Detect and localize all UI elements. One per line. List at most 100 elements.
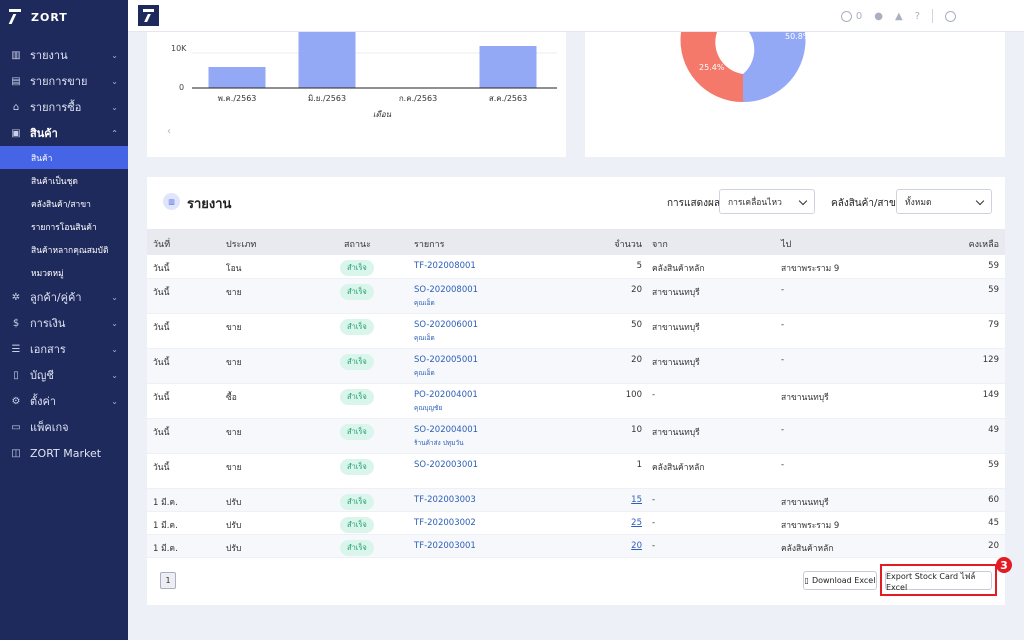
page-button[interactable]: 1 [160,572,176,589]
cell-balance: 59 [988,261,999,271]
table-row[interactable]: 1 มี.ค. ปรับ สำเร็จ TF-202003002 25- สาขาพระร… [147,512,1005,535]
document-link[interactable]: TF-202003003 [414,495,476,505]
cell-from: คลังสินค้าหลัก [652,264,705,274]
table-row[interactable]: 1 มี.ค. ปรับ สำเร็จ TF-202003001 20- คลังสินค… [147,535,1005,558]
cell-from: สาขานนทบุรี [652,358,700,368]
table-row[interactable]: วันนี้ โอน สำเร็จ TF-202008001 5 คลังสินค้าหล… [147,255,1005,279]
download-excel-button[interactable]: ▯ Download Excel [803,571,877,590]
x-tick-label: ส.ค./2563 [488,94,528,103]
briefcase-icon: ▭ [11,421,21,433]
sidebar-subitem-variants[interactable]: สินค้าหลากคุณสมบัติ [31,245,109,256]
cell-qty[interactable]: 20 [631,541,642,551]
table-row[interactable]: 1 มี.ค. ปรับ สำเร็จ TF-202003003 15- สาขานนทบ… [147,489,1005,512]
sidebar-item-package[interactable]: ▭ แพ็คเกจ [0,414,128,440]
sidebar-item-market[interactable]: ◫ ZORT Market [0,440,128,466]
sidebar-item-accounting[interactable]: ▯ บัญชี ⌄ [0,362,128,388]
chevron-left-icon[interactable]: ‹ [167,126,171,137]
status-badge: สำเร็จ [340,354,374,370]
sidebar-subitem-products[interactable]: สินค้า [0,146,128,169]
document-link[interactable]: SO-202003001 [414,460,479,470]
y-tick-label: 0 [179,83,185,92]
status-badge: สำเร็จ [340,459,374,475]
help-icon[interactable]: ? [914,10,920,22]
logo[interactable]: ZORT [0,0,128,34]
sidebar-subitem-categories[interactable]: หมวดหมู่ [31,268,64,279]
status-badge: สำเร็จ [340,284,374,300]
account-icon[interactable] [945,10,956,22]
cell-to: - [781,425,785,435]
credit-indicator[interactable]: 0 [840,10,862,22]
sidebar-item-purchases[interactable]: ⌂ รายการซื้อ ⌄ [0,94,128,120]
x-tick-label: มิ.ย./2563 [307,94,347,103]
display-select[interactable]: การเคลื่อนไหว [719,189,815,214]
cell-date: วันนี้ [153,323,170,333]
report-card: ▥ รายงาน การแสดงผล การเคลื่อนไหว คลังสิน… [147,177,1005,605]
file-icon: ▯ [804,576,809,585]
document-link[interactable]: PO-202004001 [414,390,478,400]
x-tick-label: พ.ค./2563 [217,94,257,103]
cell-qty[interactable]: 15 [631,495,642,505]
sidebar-item-sales[interactable]: ▤ รายการขาย ⌄ [0,68,128,94]
table-row[interactable]: วันนี้ ขาย สำเร็จ SO-202008001 คุณเอ็ด 20 สาขา… [147,279,1005,314]
bell-icon[interactable]: ▲ [894,10,903,22]
status-badge: สำเร็จ [340,389,374,405]
user-icon[interactable]: ● [874,10,883,22]
cell-date: วันนี้ [153,428,170,438]
cell-type: ขาย [226,323,242,333]
document-link[interactable]: SO-202005001 [414,355,479,365]
topbar-icons: 0 ● ▲ ? [840,9,956,23]
export-stock-card-button[interactable]: Export Stock Card ไฟล์ Excel [885,571,992,592]
pie-slice-red [680,32,743,103]
sidebar-subitem-warehouses[interactable]: คลังสินค้า/สาขา [31,199,91,210]
users-icon: ✲ [11,291,21,303]
document-link[interactable]: SO-202004001 [414,425,479,435]
y-tick-label: 10K [171,44,187,53]
document-link[interactable]: TF-202003001 [414,541,476,551]
cell-qty[interactable]: 25 [631,518,642,528]
document-link[interactable]: SO-202008001 [414,285,479,295]
contact-link[interactable]: คุณเอ็ด [414,299,435,307]
cell-type: ปรับ [226,498,242,508]
bar-3 [479,46,537,88]
sidebar-item-finance[interactable]: $ การเงิน ⌄ [0,310,128,336]
contact-link[interactable]: ร้านค้าส่ง ปทุมวัน [414,439,464,447]
sales-chart-card: 10K 0 พ.ค./2563 มิ.ย./2563 ก.ค./2563 ส.ค… [147,32,566,157]
cell-to: - [781,285,785,295]
sidebar-item-documents[interactable]: ☰ เอกสาร ⌄ [0,336,128,362]
contact-link[interactable]: คุณบุญชัย [414,404,443,412]
pie-label: 25.4% [699,63,725,72]
pie-slice-blue [743,32,806,103]
document-link[interactable]: TF-202003002 [414,518,476,528]
sidebar-item-settings[interactable]: ⚙ ตั้งค่า ⌄ [0,388,128,414]
ledger-icon: ▯ [13,369,19,381]
sidebar-subitem-bundles[interactable]: สินค้าเป็นชุด [31,176,78,187]
table-row[interactable]: วันนี้ ขาย สำเร็จ SO-202005001 คุณเอ็ด 20 สาขา… [147,349,1005,384]
chevron-up-icon: ⌃ [111,128,118,138]
zort-logo-icon[interactable] [138,5,159,26]
cell-type: ปรับ [226,544,242,554]
clipboard-icon: ▤ [11,75,21,87]
cell-to: คลังสินค้าหลัก [781,544,834,554]
cell-balance: 129 [982,355,999,365]
sidebar-subitem-transfers[interactable]: รายการโอนสินค้า [31,222,97,233]
sidebar-item-label: รายการขาย [30,75,88,88]
report-icon: ▥ [163,193,180,210]
cell-date: 1 มี.ค. [153,544,178,554]
sidebar-item-report[interactable]: ▥ รายงาน ⌄ [0,42,128,68]
table-row[interactable]: วันนี้ ซื้อ สำเร็จ PO-202004001 คุณบุญชัย 100… [147,384,1005,419]
table-row[interactable]: วันนี้ ขาย สำเร็จ SO-202004001 ร้านค้าส่ง ปท… [147,419,1005,454]
chevron-down-icon: ⌄ [111,76,118,86]
contact-link[interactable]: คุณเอ็ด [414,369,435,377]
table-row[interactable]: วันนี้ ขาย สำเร็จ SO-202006001 คุณเอ็ด 50 สาขา… [147,314,1005,349]
document-link[interactable]: TF-202008001 [414,261,476,271]
warehouse-select[interactable]: ทั้งหมด [896,189,992,214]
sidebar-item-contacts[interactable]: ✲ ลูกค้า/คู่ค้า ⌄ [0,284,128,310]
sidebar-item-products[interactable]: ▣ สินค้า ⌃ [0,120,128,146]
chevron-down-icon: ⌄ [111,318,118,328]
cell-to: สาขาพระราม 9 [781,521,840,531]
document-link[interactable]: SO-202006001 [414,320,479,330]
table-row[interactable]: วันนี้ ขาย สำเร็จ SO-202003001 1 คลังสินค้าหล… [147,454,1005,489]
report-header: ▥ รายงาน การแสดงผล การเคลื่อนไหว คลังสิน… [147,177,1005,227]
contact-link[interactable]: คุณเอ็ด [414,334,435,342]
chevron-down-icon: ⌄ [111,396,118,406]
